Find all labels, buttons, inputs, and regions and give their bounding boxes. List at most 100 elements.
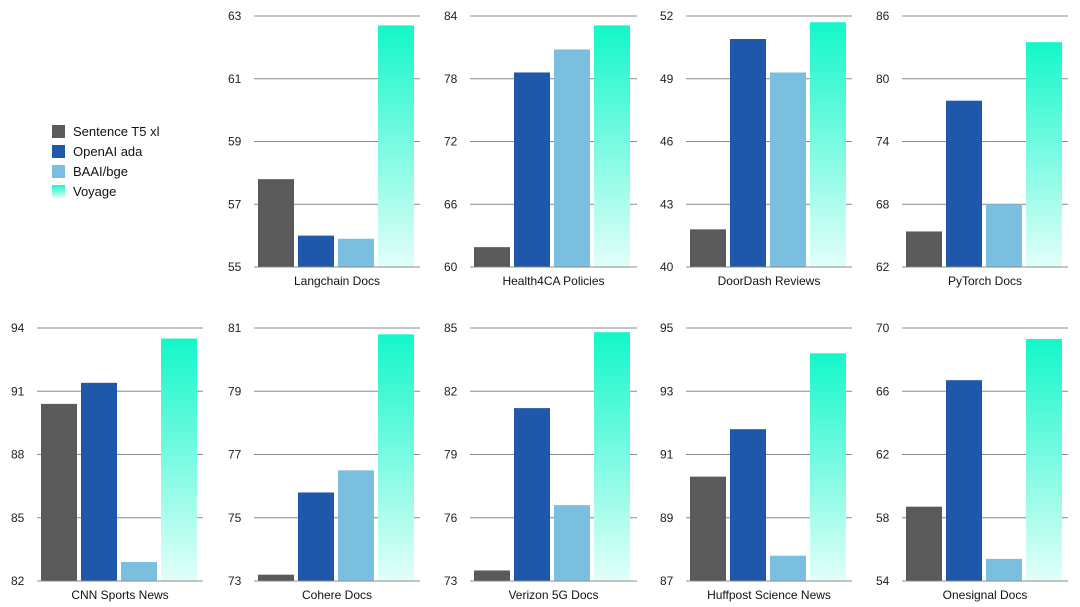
y-tick-label: 54 (876, 574, 890, 588)
bar (594, 332, 630, 581)
bar (378, 25, 414, 267)
y-tick-label: 61 (228, 72, 242, 86)
y-tick-label: 55 (228, 260, 242, 274)
chart-panel: 62 68 74 80 86 PyTorch Docs (876, 9, 1068, 288)
chart-title: Huffpost Science News (707, 588, 831, 602)
y-tick-label: 58 (876, 511, 890, 525)
bar (946, 100, 982, 268)
legend-item: Voyage (52, 181, 159, 201)
legend-swatch (52, 164, 65, 178)
legend-label: Sentence T5 xl (73, 123, 160, 139)
bar (378, 334, 414, 581)
legend-label: OpenAI ada (73, 143, 143, 159)
bar (554, 49, 590, 267)
bar (730, 39, 766, 268)
chart-panel: 54 58 62 66 70 Onesignal Docs (876, 321, 1068, 602)
legend-item: Sentence T5 xl (52, 121, 159, 141)
y-tick-label: 94 (11, 321, 25, 335)
bar (810, 353, 846, 581)
y-tick-label: 77 (228, 448, 242, 462)
y-tick-label: 63 (228, 9, 242, 23)
chart-title: Langchain Docs (294, 274, 380, 288)
chart-panel: 40 43 46 49 52 DoorDash Reviews (660, 9, 852, 288)
legend-item: BAAI/bge (52, 161, 159, 181)
bar (1026, 339, 1062, 581)
y-tick-label: 93 (660, 384, 674, 398)
chart-panel: 73 75 77 79 81 Cohere Docs (228, 321, 420, 602)
bar (81, 382, 117, 581)
legend: Sentence T5 xl OpenAI ada BAAI/bge Voyag… (52, 121, 159, 201)
chart-title: Onesignal Docs (943, 588, 1028, 602)
chart-panel: 73 76 79 82 85 Verizon 5G Docs (444, 321, 637, 602)
bar (906, 506, 942, 581)
bar (594, 25, 630, 267)
y-tick-label: 73 (228, 574, 242, 588)
chart-title: Health4CA Policies (502, 274, 604, 288)
bar (690, 476, 726, 581)
bar (514, 408, 550, 581)
bar (986, 558, 1022, 581)
chart-panel: 60 66 72 78 84 Health4CA Policies (444, 9, 637, 288)
y-tick-label: 95 (660, 321, 674, 335)
y-tick-label: 91 (11, 384, 25, 398)
y-tick-label: 87 (660, 574, 674, 588)
legend-label: BAAI/bge (73, 163, 128, 179)
y-tick-label: 46 (660, 135, 674, 149)
y-tick-label: 79 (444, 448, 458, 462)
y-tick-label: 76 (444, 511, 458, 525)
y-tick-label: 85 (11, 511, 25, 525)
y-tick-label: 85 (444, 321, 458, 335)
bar (514, 72, 550, 267)
y-tick-label: 60 (444, 260, 458, 274)
bar (690, 229, 726, 267)
y-tick-label: 78 (444, 72, 458, 86)
chart-panel: 87 89 91 93 95 Huffpost Science News (660, 321, 852, 602)
y-tick-label: 66 (876, 384, 890, 398)
y-tick-label: 57 (228, 197, 242, 211)
y-tick-label: 70 (876, 321, 890, 335)
legend-label: Voyage (73, 183, 117, 199)
bar (338, 470, 374, 581)
bar (258, 574, 294, 581)
y-tick-label: 43 (660, 197, 674, 211)
chart-title: Cohere Docs (302, 588, 372, 602)
bar (338, 238, 374, 267)
chart-panel: 82 85 88 91 94 CNN Sports News (11, 321, 203, 602)
chart-title: DoorDash Reviews (718, 274, 821, 288)
y-tick-label: 72 (444, 135, 458, 149)
bar (1026, 42, 1062, 268)
y-tick-label: 73 (444, 574, 458, 588)
bar (986, 204, 1022, 267)
y-tick-label: 89 (660, 511, 674, 525)
y-tick-label: 84 (444, 9, 458, 23)
y-tick-label: 59 (228, 135, 242, 149)
legend-item: OpenAI ada (52, 141, 159, 161)
chart-title: PyTorch Docs (948, 274, 1022, 288)
chart-title: CNN Sports News (71, 588, 168, 602)
y-tick-label: 91 (660, 448, 674, 462)
bar (161, 338, 197, 581)
y-tick-label: 86 (876, 9, 890, 23)
legend-swatch (52, 184, 65, 198)
bar (474, 570, 510, 581)
y-tick-label: 81 (228, 321, 242, 335)
bar (298, 492, 334, 581)
bar (946, 380, 982, 581)
legend-swatch (52, 124, 65, 138)
y-tick-label: 88 (11, 448, 25, 462)
bar (121, 562, 157, 581)
y-tick-label: 68 (876, 197, 890, 211)
bar (810, 22, 846, 268)
bar (554, 505, 590, 581)
bar (41, 403, 77, 581)
y-tick-label: 82 (11, 574, 25, 588)
bar (906, 231, 942, 267)
y-tick-label: 62 (876, 448, 890, 462)
y-tick-label: 66 (444, 197, 458, 211)
legend-swatch (52, 144, 65, 158)
bar (298, 235, 334, 267)
bar (258, 179, 294, 267)
bar (770, 555, 806, 581)
y-tick-label: 52 (660, 9, 674, 23)
